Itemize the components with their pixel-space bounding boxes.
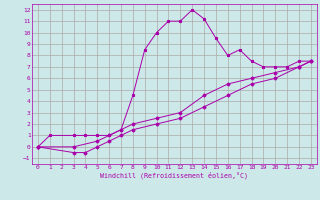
X-axis label: Windchill (Refroidissement éolien,°C): Windchill (Refroidissement éolien,°C) [100, 172, 248, 179]
